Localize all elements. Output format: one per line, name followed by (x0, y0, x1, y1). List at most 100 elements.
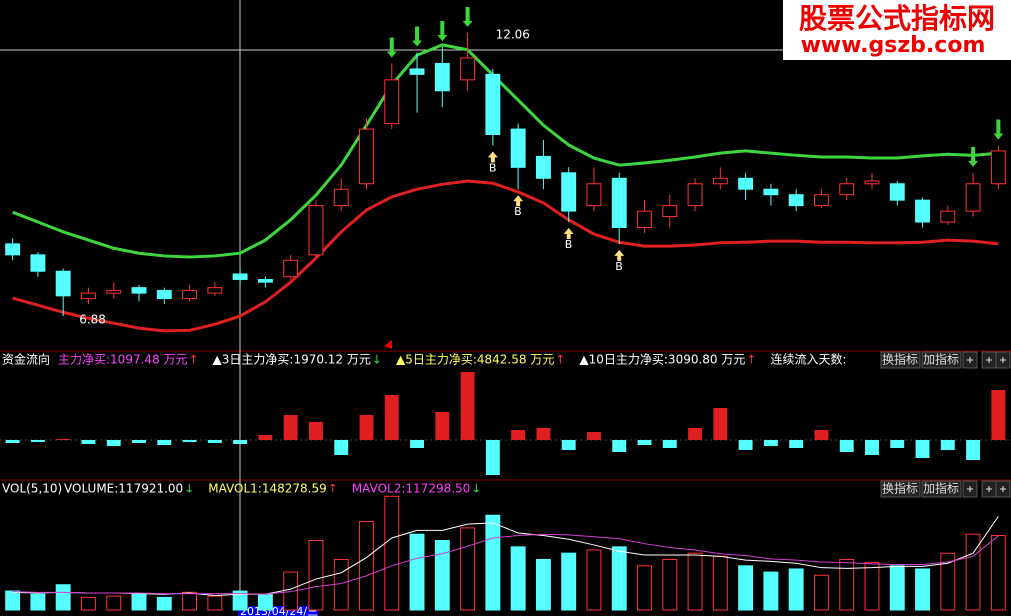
toolbar-button[interactable]: 换指标 (882, 481, 918, 496)
flow-bar (662, 440, 677, 448)
flow-bar (233, 440, 248, 444)
candle-body (257, 278, 273, 283)
candle-body (359, 128, 374, 185)
flow-bar (763, 440, 778, 446)
sell-arrow (968, 146, 979, 167)
volume-bar (813, 574, 829, 611)
toolbar-button[interactable]: 加指标 (923, 481, 959, 496)
candle-body (687, 183, 703, 207)
candle-body (712, 177, 728, 185)
sell-arrow (462, 6, 473, 27)
volume-bar (485, 514, 501, 611)
candle-body (106, 289, 122, 294)
flow-bar (991, 390, 1006, 440)
candle-body (283, 259, 299, 278)
candle-body (889, 183, 905, 201)
flow-bar (536, 428, 551, 440)
flow-bar (384, 395, 399, 440)
candle-body (409, 68, 425, 75)
trend-arrow: ↓ (184, 482, 194, 496)
volume-bar (55, 584, 71, 611)
sell-arrow (437, 21, 448, 42)
buy-arrow (513, 195, 524, 207)
toolbar-button-bg (921, 480, 962, 498)
volume-bar (738, 565, 754, 611)
flow-bar (30, 440, 45, 442)
volume-bar (763, 571, 779, 611)
volume-bar (510, 546, 526, 611)
candle-body (5, 243, 21, 256)
flow-bar (612, 440, 627, 452)
indicator-value: 连续流入天数: (770, 352, 846, 367)
watermark-box (783, 0, 1011, 60)
candle-body (333, 188, 349, 207)
flow-bar (308, 422, 323, 440)
candle-body (207, 287, 223, 294)
candle-body (662, 205, 678, 218)
volume-bar (359, 521, 374, 611)
flow-bar (182, 440, 197, 442)
candle-body (763, 188, 779, 196)
volume-bar (839, 558, 855, 611)
candle-body (182, 289, 198, 300)
flow-bar (839, 440, 854, 452)
flow-bar (435, 412, 450, 440)
toolbar-button-bg (880, 351, 921, 369)
ma-lower-line (12, 179, 999, 333)
trend-arrow: ↑ (328, 482, 338, 496)
buy-arrow (487, 151, 498, 163)
volume-bar (586, 549, 602, 611)
volume-bar (81, 596, 96, 611)
buy-arrow (563, 228, 574, 240)
volume-bar (308, 540, 324, 611)
volume-bar (30, 593, 46, 611)
volume-bar (561, 552, 577, 611)
candle-body (131, 287, 147, 294)
sell-arrow (412, 26, 423, 47)
candle-body (510, 128, 526, 168)
candle-body (637, 210, 652, 228)
sell-arrow (993, 119, 1004, 140)
volume-bar (712, 555, 728, 611)
marker-triangle (384, 340, 392, 349)
flow-bar (915, 440, 930, 458)
candle-body (485, 73, 501, 136)
volume-bar (156, 596, 172, 611)
indicator-value: 主力净买:1097.48 万元 (58, 353, 187, 367)
candle-body (738, 177, 754, 190)
volume-bar (434, 540, 450, 611)
icon-glyph (1000, 486, 1006, 492)
flow-bar (460, 372, 475, 440)
flow-bar (814, 430, 829, 440)
indicator-value: ▲5日主力净买:4842.58 万元 (396, 353, 554, 367)
volume-bar (864, 562, 880, 611)
candle-body (561, 172, 577, 212)
flow-bar (485, 440, 500, 475)
candle-body (839, 183, 855, 196)
buy-label: B (489, 161, 497, 174)
candle-body (384, 79, 400, 125)
volume-bar (915, 568, 930, 611)
indicator-value: VOLUME:117921.00 (64, 482, 183, 496)
volume-bar (535, 558, 551, 611)
panel-name: 资金流向 (2, 352, 50, 367)
candle-body (611, 177, 627, 228)
candle-body (788, 194, 804, 207)
volume-bar (106, 595, 122, 611)
flow-bar (713, 408, 728, 440)
flow-bar (157, 440, 172, 445)
toolbar-button[interactable]: 换指标 (882, 352, 918, 367)
candle-body (864, 180, 880, 185)
volume-bar (232, 590, 248, 611)
candle-body (915, 199, 930, 223)
flow-bar (283, 415, 298, 440)
flow-bar (966, 440, 981, 460)
volume-bar (687, 552, 703, 611)
volume-bar (257, 593, 273, 611)
panel-name: VOL(5,10) (2, 482, 62, 496)
volume-bar (384, 495, 400, 611)
trend-arrow: ↑ (188, 353, 198, 367)
flow-bar (940, 440, 955, 450)
toolbar-button[interactable]: 加指标 (923, 352, 959, 367)
